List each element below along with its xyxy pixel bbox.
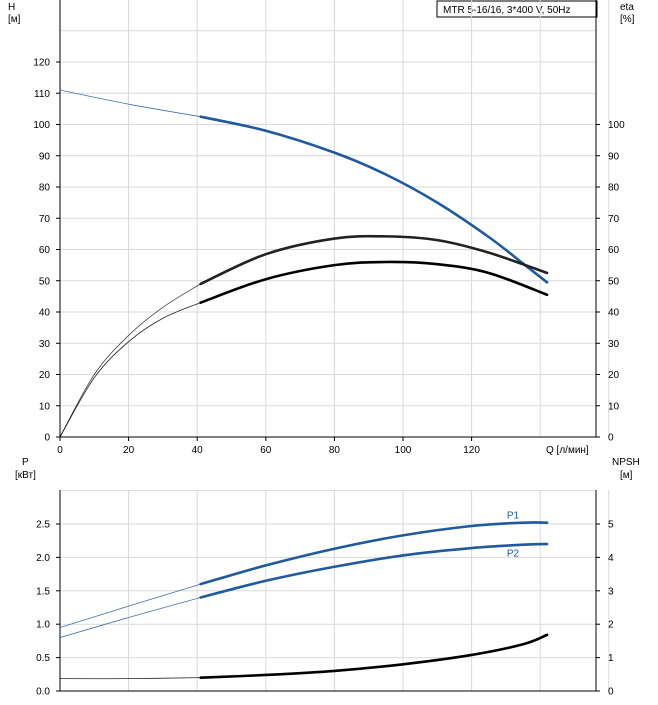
bottom-right-axis-unit: [м] <box>620 470 633 481</box>
y-tick-label-left: 0.0 <box>36 687 50 698</box>
series-label-p1: P1 <box>507 511 520 522</box>
y-tick-label-left: 30 <box>39 339 51 350</box>
power-p1-curve-thin <box>59 583 201 628</box>
bottom-left-axis-label: P <box>22 457 29 468</box>
y-tick-label-left: 90 <box>39 151 51 162</box>
bottom-right-axis-label: NPSH <box>612 457 640 468</box>
legend-box <box>436 0 598 18</box>
y-tick-label-left: 10 <box>39 401 51 412</box>
y-tick-label-right: 0 <box>608 687 614 698</box>
efficiency-pump-curve-thin <box>59 302 201 438</box>
power-p2-curve <box>199 542 549 599</box>
y-tick-label-left: 20 <box>39 370 51 381</box>
efficiency-total-curve <box>199 234 549 286</box>
x-tick-label: 0 <box>57 445 63 456</box>
y-tick-label-left: 1.5 <box>36 586 50 597</box>
y-tick-label-right: 20 <box>608 370 620 381</box>
power-p2-curve-thin <box>59 597 201 638</box>
x-tick-label: 80 <box>329 445 341 456</box>
y-tick-label-left: 40 <box>39 308 51 319</box>
bottom-left-axis-unit: [кВт] <box>15 470 36 481</box>
y-tick-label-left: 100 <box>33 120 50 131</box>
y-tick-label-right: 2 <box>608 620 614 631</box>
y-tick-label-right: 90 <box>608 151 620 162</box>
x-tick-label: 60 <box>260 445 272 456</box>
y-tick-label-right: 5 <box>608 520 614 531</box>
y-tick-label-left: 70 <box>39 214 51 225</box>
x-tick-label: 40 <box>192 445 204 456</box>
y-tick-label-right: 100 <box>608 120 625 131</box>
y-tick-label-left: 2.0 <box>36 553 50 564</box>
head-curve <box>199 115 549 284</box>
y-tick-label-left: 1.0 <box>36 620 50 631</box>
top-left-axis-label: H <box>8 2 15 13</box>
y-tick-label-left: 110 <box>34 89 50 100</box>
y-tick-label-right: 50 <box>608 276 620 287</box>
y-tick-label-left: 50 <box>39 276 51 287</box>
npsh-curve <box>199 633 549 679</box>
y-tick-label-left: 0 <box>44 433 50 444</box>
y-tick-label-right: 60 <box>608 245 620 256</box>
series-label-p2: P2 <box>507 549 520 560</box>
npsh-curve-thin <box>59 677 201 680</box>
legend-title: MTR 5-16/16, 3*400 V, 50Hz <box>443 5 570 16</box>
x-tick-label: 120 <box>463 445 480 456</box>
y-tick-label-right: 10 <box>608 401 620 412</box>
efficiency-total-curve-thin <box>59 283 201 438</box>
x-axis-label: Q [л/мин] <box>546 445 589 456</box>
x-tick-label: 100 <box>395 445 412 456</box>
y-tick-label-left: 0.5 <box>36 653 50 664</box>
efficiency-pump-curve <box>199 260 549 304</box>
power-p1-curve <box>199 521 549 586</box>
x-tick-label: 20 <box>123 445 135 456</box>
y-tick-label-right: 3 <box>608 586 614 597</box>
y-tick-label-left: 2.5 <box>36 520 50 531</box>
y-tick-label-right: 4 <box>608 553 614 564</box>
y-tick-label-right: 80 <box>608 183 620 194</box>
y-tick-label-right: 30 <box>608 339 620 350</box>
head-curve-thin <box>59 89 201 118</box>
y-tick-label-right: 1 <box>608 653 614 664</box>
y-tick-label-left: 80 <box>39 183 51 194</box>
y-tick-label-left: 60 <box>39 245 51 256</box>
top-left-axis-unit: [м] <box>8 14 21 25</box>
top-right-axis-unit: [%] <box>620 14 635 25</box>
top-right-axis-label: eta <box>620 2 634 13</box>
y-tick-label-left: 120 <box>33 58 50 69</box>
y-tick-label-right: 0 <box>608 433 614 444</box>
y-tick-label-right: 40 <box>608 308 620 319</box>
y-tick-label-right: 70 <box>608 214 620 225</box>
